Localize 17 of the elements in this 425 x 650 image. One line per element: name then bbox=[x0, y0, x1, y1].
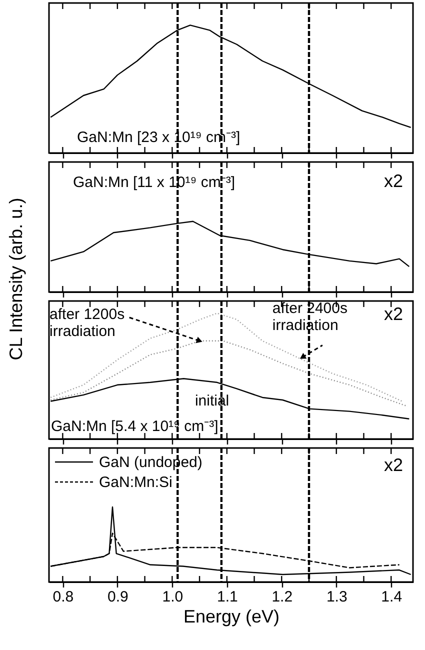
y-axis-title: CL Intensity (arb. u.) bbox=[6, 198, 26, 360]
x-tick-label: 1.2 bbox=[272, 588, 293, 606]
x-axis-title: Energy (eV) bbox=[183, 606, 280, 626]
annotation: after 1200s irradiation bbox=[50, 306, 125, 340]
x-tick-label: 0.9 bbox=[107, 588, 128, 606]
x-tick-label: 1.3 bbox=[326, 588, 348, 606]
legend-label: GaN:Mn:Si bbox=[99, 474, 172, 491]
legend-label: GaN (undoped) bbox=[99, 454, 202, 471]
x-tick-label: 0.8 bbox=[52, 588, 74, 606]
text: x2 bbox=[384, 171, 403, 191]
x-tick-label: 1.4 bbox=[381, 588, 402, 606]
x-tick-label: 1.1 bbox=[216, 588, 238, 606]
x-tick-label: 1.0 bbox=[162, 588, 184, 606]
annotation: x2 bbox=[384, 304, 403, 324]
annotation: GaN:Mn [5.4 x 10¹⁹ cm⁻³] bbox=[51, 418, 218, 435]
text: x2 bbox=[384, 455, 403, 475]
annotation: initial bbox=[194, 392, 230, 410]
